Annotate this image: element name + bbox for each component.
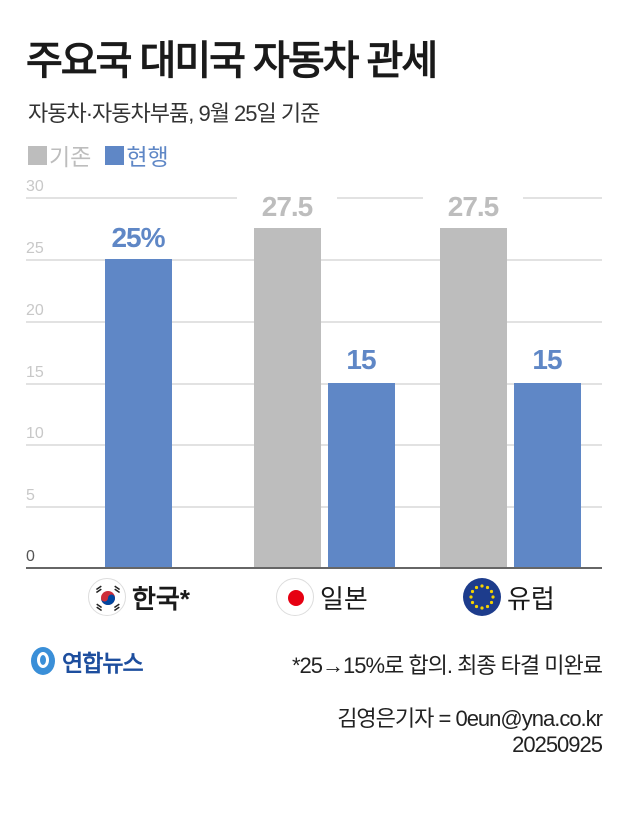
bar-japan-current [328,383,395,568]
y-tick: 25 [26,240,44,257]
legend-item-current: 현행 [105,138,169,172]
category-korea: 한국* [88,578,190,616]
chart-title: 주요국 대미국 자동차 관세 [26,39,438,83]
bar-eu-previous [440,228,507,568]
x-axis-baseline [26,567,602,569]
eu-flag-icon [463,578,501,616]
bar-eu-current [514,383,581,568]
korea-flag-icon [88,578,126,616]
category-japan: 일본 [276,578,368,616]
legend: 기존 현행 [28,138,169,172]
footnote: *25→15%로 합의. 최종 타결 미완료 [291,653,603,678]
logo-text: 연합뉴스 [62,650,144,676]
category-label: 한국* [132,583,190,614]
legend-label: 현행 [126,144,169,170]
chart-subtitle: 자동차·자동차부품, 9월 25일 기준 [28,101,320,126]
value-label: 27.5 [423,191,523,223]
yonhap-logo-icon [31,647,55,675]
credit: 김영은기자 = 0eun@yna.co.kr 20250925 [337,706,603,758]
y-tick: 5 [26,487,35,504]
y-tick: 15 [26,364,44,381]
legend-item-previous: 기존 [28,138,91,172]
category-eu: 유럽 [463,578,555,616]
y-tick: 10 [26,425,44,442]
value-label: 27.5 [237,191,337,223]
y-tick: 30 [26,178,44,195]
value-label: 25% [111,222,165,253]
yonhap-logo: 연합뉴스 [28,644,144,678]
legend-label: 기존 [49,144,92,170]
bar-japan-previous [254,228,321,568]
bar-chart: 30 25 20 15 10 5 0 25% 27.5 15 27.5 15 [26,178,602,616]
bar-korea-current [105,259,172,568]
legend-swatch-blue [105,145,125,165]
legend-swatch-gray [28,145,47,165]
byline: 김영은기자 = 0eun@yna.co.kr [337,706,603,731]
category-label: 유럽 [507,583,555,614]
value-label: 15 [532,344,562,375]
y-tick: 20 [26,302,44,319]
y-tick: 0 [26,548,35,565]
date: 20250925 [512,732,603,757]
japan-flag-icon [276,578,314,616]
value-label: 15 [346,344,376,375]
category-label: 일본 [320,583,368,614]
